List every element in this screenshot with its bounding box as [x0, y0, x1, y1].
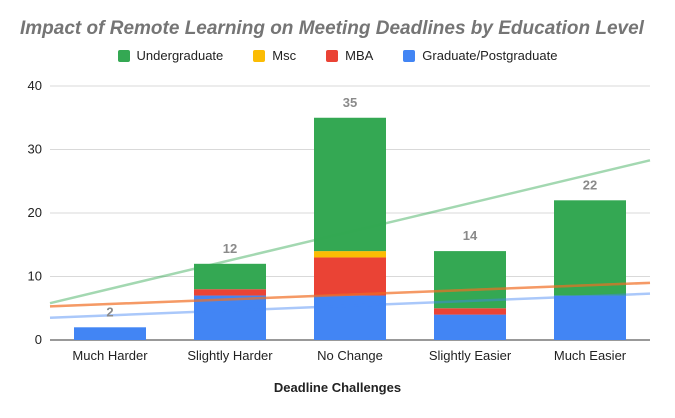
x-tick-label: Slightly Harder [187, 348, 273, 363]
chart-title: Impact of Remote Learning on Meeting Dea… [20, 18, 644, 39]
bar-segment [314, 117, 386, 252]
data-labels: 2 12 35 14 22 [106, 95, 597, 320]
y-tick-label: 40 [28, 78, 42, 93]
x-tick-label: Slightly Easier [429, 348, 512, 363]
bars [74, 117, 626, 340]
legend-swatch [253, 49, 266, 62]
bar-segment [194, 289, 266, 296]
bar-total-label: 35 [343, 95, 357, 110]
legend: Undergraduate Msc MBA Graduate/Postgraduate [0, 48, 675, 63]
trendlines [49, 159, 651, 320]
trendline [49, 159, 651, 305]
legend-item: Graduate/Postgraduate [403, 48, 557, 63]
bar-total-label: 14 [463, 228, 478, 243]
bar-total-label: 22 [583, 177, 597, 192]
bar-segment [194, 263, 266, 290]
trendline [49, 281, 651, 308]
bar-segment [434, 308, 506, 315]
y-tick-label: 0 [35, 332, 42, 347]
bar-total-label: 12 [223, 241, 237, 256]
x-tick-label: Much Harder [72, 348, 148, 363]
y-tick-label: 10 [28, 269, 42, 284]
bar-segment [554, 295, 626, 340]
legend-item: Undergraduate [117, 48, 224, 63]
legend-swatch [403, 49, 416, 62]
legend-swatch [117, 49, 130, 62]
bar-total-label: 2 [106, 304, 113, 319]
bar-segment [314, 257, 386, 296]
legend-label: Undergraduate [136, 48, 224, 63]
bar-segment [74, 327, 146, 340]
trendline [49, 281, 651, 308]
legend-swatch [326, 49, 339, 62]
bar-segment [554, 200, 626, 296]
legend-label: Msc [272, 48, 297, 63]
axis-ticks: 0 10 20 30 40 Much Harder Slightly Harder No Ch… [28, 78, 627, 363]
x-tick-label: Much Easier [554, 348, 627, 363]
legend-label: MBA [345, 48, 374, 63]
trendline [49, 292, 651, 320]
legend-label: Graduate/Postgraduate [422, 48, 558, 63]
legend-item: Msc [253, 48, 296, 63]
bar-segment [434, 314, 506, 340]
bar-segment [314, 295, 386, 340]
bar-segment [314, 251, 386, 258]
y-tick-label: 30 [28, 142, 42, 157]
bar-segment [194, 295, 266, 340]
x-tick-label: No Change [317, 348, 383, 363]
x-axis-title: Deadline Challenges [273, 380, 402, 395]
bar-segment [434, 251, 506, 309]
y-tick-label: 20 [28, 205, 42, 220]
legend-item: MBA [326, 48, 373, 63]
